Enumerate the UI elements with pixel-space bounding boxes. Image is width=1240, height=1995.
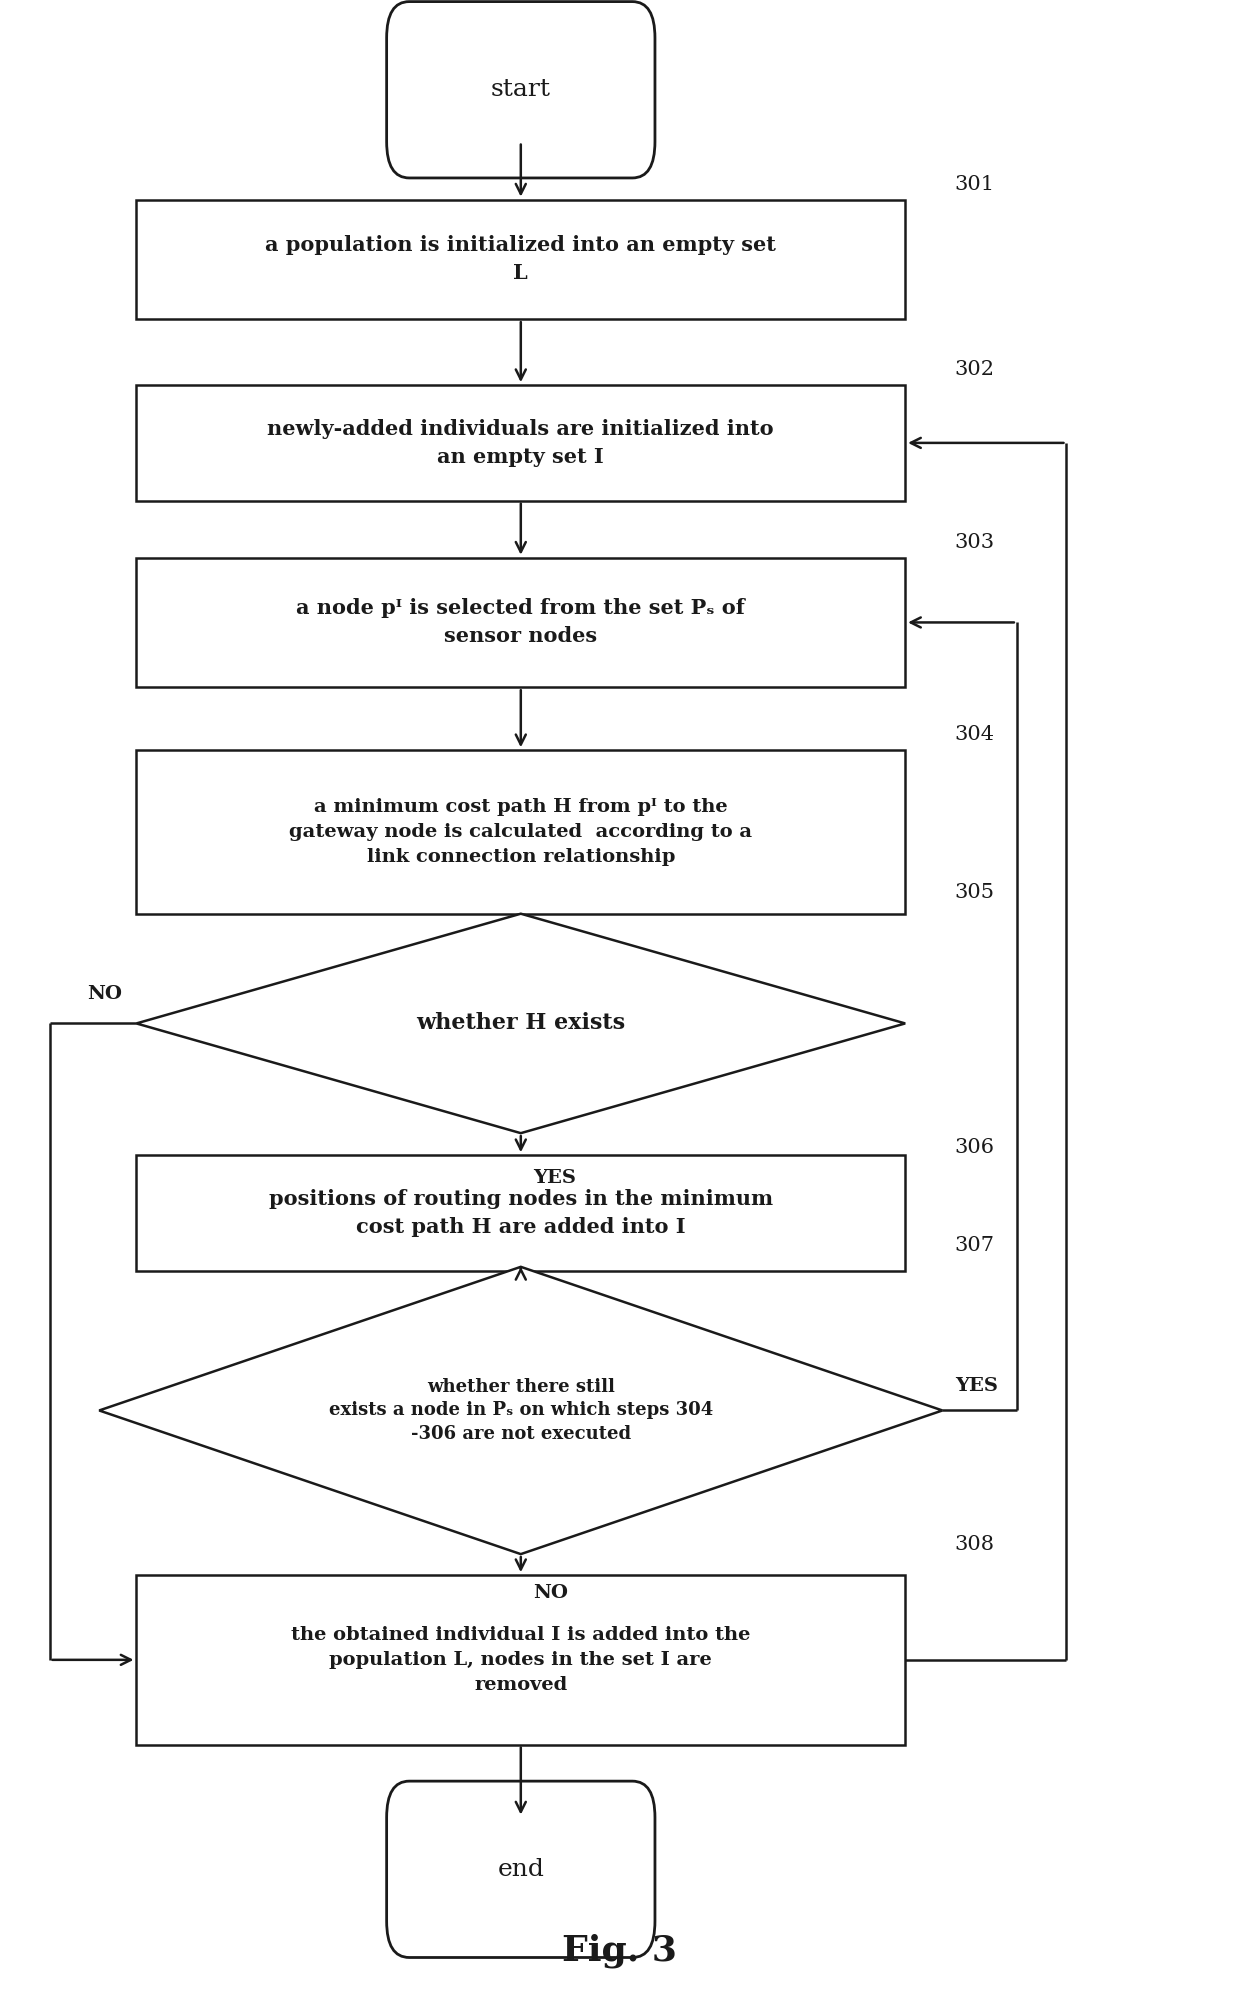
Text: 303: 303 [955,533,994,553]
Text: end: end [497,1857,544,1881]
Bar [136,559,905,686]
Bar [136,200,905,319]
Text: 306: 306 [955,1137,994,1157]
Text: positions of routing nodes in the minimum
cost path H are added into I: positions of routing nodes in the minimu… [269,1189,773,1237]
Polygon shape [99,1267,942,1554]
Text: YES: YES [955,1377,998,1395]
Bar [136,750,905,914]
Text: whether H exists: whether H exists [417,1011,625,1035]
Text: the obtained individual I is added into the
population L, nodes in the set I are: the obtained individual I is added into … [291,1626,750,1694]
FancyBboxPatch shape [387,2,655,178]
FancyBboxPatch shape [387,1782,655,1957]
Text: 308: 308 [955,1534,994,1554]
Text: 304: 304 [955,724,994,744]
Text: NO: NO [87,986,122,1003]
Text: 305: 305 [955,882,994,902]
Text: a minimum cost path H from pᴵ to the
gateway node is calculated  according to a
: a minimum cost path H from pᴵ to the gat… [289,798,753,866]
Text: newly-added individuals are initialized into
an empty set I: newly-added individuals are initialized … [268,419,774,467]
Text: NO: NO [533,1584,568,1602]
Text: 302: 302 [955,359,994,379]
Text: 301: 301 [955,174,994,194]
Text: a population is initialized into an empty set
L: a population is initialized into an empt… [265,235,776,283]
Text: a node pᴵ is selected from the set Pₛ of
sensor nodes: a node pᴵ is selected from the set Pₛ of… [296,598,745,646]
Text: start: start [491,78,551,102]
Text: YES: YES [533,1169,577,1187]
Text: whether there still
exists a node in Pₛ on which steps 304
-306 are not executed: whether there still exists a node in Pₛ … [329,1379,713,1442]
Bar [136,385,905,501]
Bar [136,1576,905,1744]
Bar [136,1155,905,1271]
Polygon shape [136,914,905,1133]
Text: Fig. 3: Fig. 3 [563,1933,677,1969]
Text: 307: 307 [955,1235,994,1255]
